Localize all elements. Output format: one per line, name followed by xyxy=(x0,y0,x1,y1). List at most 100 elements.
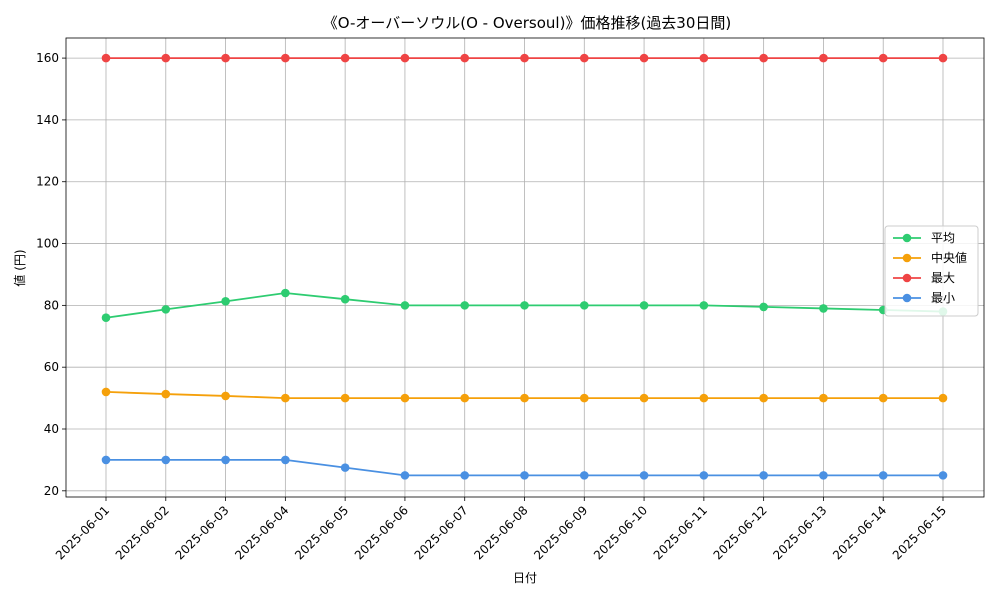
x-tick-label: 2025-06-10 xyxy=(591,503,650,562)
data-point xyxy=(281,393,290,403)
y-tick-label: 40 xyxy=(44,422,59,436)
data-point xyxy=(878,393,888,403)
x-tick-label: 2025-06-03 xyxy=(172,503,231,562)
data-point xyxy=(579,471,589,480)
x-tick-label: 2025-06-15 xyxy=(890,503,949,562)
data-point xyxy=(221,455,230,465)
data-point xyxy=(221,391,230,401)
y-tick-label: 100 xyxy=(36,237,59,251)
series-group xyxy=(101,53,948,480)
data-point xyxy=(579,393,589,403)
data-point xyxy=(639,393,649,403)
data-point xyxy=(340,463,350,472)
x-tick-label: 2025-06-02 xyxy=(113,503,172,562)
data-point xyxy=(759,471,768,480)
data-point xyxy=(759,393,768,403)
x-tick-label: 2025-06-09 xyxy=(531,503,590,562)
data-point xyxy=(639,53,649,63)
data-point xyxy=(699,471,709,480)
y-tick-label: 60 xyxy=(44,360,59,374)
legend-swatch-marker xyxy=(902,273,912,283)
data-point xyxy=(759,53,768,63)
data-point xyxy=(101,455,111,465)
data-point xyxy=(221,53,230,63)
legend-swatch-marker xyxy=(902,253,912,263)
x-axis: 2025-06-01 2025-06-02 2025-06-03 2025-06-04… xyxy=(53,497,949,562)
data-point xyxy=(639,301,649,310)
data-point xyxy=(699,393,709,403)
data-point xyxy=(460,53,470,63)
data-point xyxy=(699,301,709,310)
data-point xyxy=(400,53,410,63)
data-point xyxy=(819,304,828,313)
y-tick-label: 20 xyxy=(44,484,59,498)
data-point xyxy=(281,288,290,298)
data-point xyxy=(520,471,529,480)
chart-title: 《O-オーバーソウル(O - Oversoul)》価格推移(過去30日間) xyxy=(323,14,732,32)
x-tick-label: 2025-06-13 xyxy=(770,503,829,562)
x-tick-label: 2025-06-01 xyxy=(53,503,112,562)
x-tick-label: 2025-06-08 xyxy=(471,503,530,562)
data-point xyxy=(819,393,828,403)
plot-area-frame xyxy=(65,37,985,498)
data-point xyxy=(400,393,410,403)
data-point xyxy=(759,302,768,312)
data-point xyxy=(938,393,948,403)
y-tick-label: 160 xyxy=(36,51,59,65)
legend-label: 中央値 xyxy=(931,250,967,265)
data-point xyxy=(161,53,171,63)
data-point xyxy=(520,53,529,63)
x-tick-label: 2025-06-04 xyxy=(232,503,291,562)
y-axis: 20 40 60 80 100 120 140 160 xyxy=(36,51,66,498)
data-point xyxy=(520,393,529,403)
data-point xyxy=(281,455,290,465)
data-point xyxy=(340,294,350,304)
data-point xyxy=(221,297,230,306)
x-tick-label: 2025-06-07 xyxy=(412,503,471,562)
legend-label: 最小 xyxy=(931,291,955,305)
data-point xyxy=(340,393,350,403)
data-point xyxy=(938,53,948,63)
legend-swatch-marker xyxy=(902,233,912,243)
x-tick-label: 2025-06-06 xyxy=(352,503,411,562)
legend-box xyxy=(884,225,979,317)
data-point xyxy=(878,471,888,480)
x-tick-label: 2025-06-14 xyxy=(830,503,889,562)
y-tick-label: 120 xyxy=(36,175,59,189)
data-point xyxy=(161,305,171,314)
data-point xyxy=(340,53,350,63)
legend-label: 平均 xyxy=(931,231,955,245)
data-point xyxy=(699,53,709,63)
data-point xyxy=(460,301,470,310)
x-tick-label: 2025-06-12 xyxy=(711,503,770,562)
data-point xyxy=(281,53,290,63)
x-axis-label: 日付 xyxy=(513,571,537,585)
x-tick-label: 2025-06-05 xyxy=(292,503,351,562)
y-tick-label: 80 xyxy=(44,298,59,312)
grid-lines xyxy=(66,38,984,497)
y-tick-label: 140 xyxy=(36,113,59,127)
y-axis-label: 値 (円) xyxy=(12,249,27,286)
data-point xyxy=(101,387,111,397)
data-point xyxy=(400,471,410,480)
data-point xyxy=(878,53,888,63)
data-point xyxy=(101,53,111,63)
data-point xyxy=(460,471,470,480)
data-point xyxy=(639,471,649,480)
data-point xyxy=(161,455,171,465)
data-point xyxy=(520,301,529,310)
legend-label: 最大 xyxy=(931,271,955,285)
data-point xyxy=(579,301,589,310)
x-tick-label: 2025-06-11 xyxy=(651,503,710,562)
data-point xyxy=(161,389,171,399)
data-point xyxy=(819,53,828,63)
data-point xyxy=(400,301,410,310)
data-point xyxy=(460,393,470,403)
data-point xyxy=(938,471,948,480)
legend-swatch-marker xyxy=(902,293,912,303)
data-point xyxy=(819,471,828,480)
data-point xyxy=(101,313,111,323)
data-point xyxy=(579,53,589,63)
